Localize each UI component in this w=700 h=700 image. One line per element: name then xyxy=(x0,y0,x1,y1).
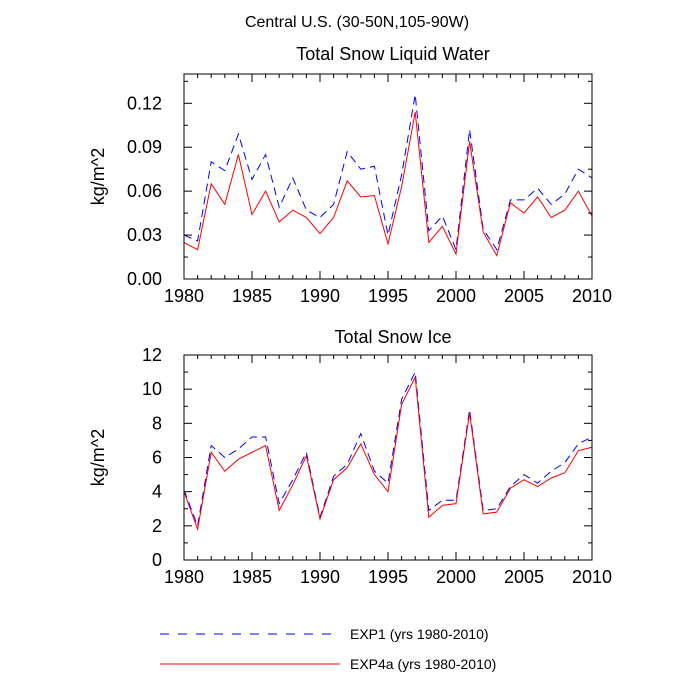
y-tick-label: 2 xyxy=(152,516,162,536)
x-tick-label: 2000 xyxy=(436,567,476,587)
panel-snow-ice: Total Snow Ice kg/m^2 1980 1985 1990 1995 2000… xyxy=(88,327,612,587)
figure-title: Central U.S. (30-50N,105-90W) xyxy=(245,14,469,31)
plot-frame xyxy=(183,354,593,561)
legend-label-exp1: EXP1 (yrs 1980-2010) xyxy=(350,626,489,642)
series-line-exp4a xyxy=(183,375,593,532)
y-tick-label: 0.06 xyxy=(127,181,162,201)
panel-title: Total Snow Liquid Water xyxy=(296,44,489,64)
y-tick-label: 0.12 xyxy=(127,93,162,113)
series-line-exp1 xyxy=(183,94,593,251)
x-tick-label: 2000 xyxy=(436,286,476,306)
series-line-exp1 xyxy=(183,370,593,528)
panel-title: Total Snow Ice xyxy=(334,327,451,347)
x-tick-label: 2010 xyxy=(572,286,612,306)
x-tick-label: 2010 xyxy=(572,567,612,587)
x-tick-label: 2005 xyxy=(504,286,544,306)
x-tick-label: 1990 xyxy=(300,567,340,587)
x-tick-label: 1980 xyxy=(164,286,204,306)
y-tick-label: 0.03 xyxy=(127,225,162,245)
panel-snow-liquid-water: Total Snow Liquid Water kg/m^2 1980 1985 199… xyxy=(88,44,612,306)
series-line-exp4a xyxy=(183,111,593,257)
y-tick-label: 0 xyxy=(152,550,162,570)
y-tick-label: 10 xyxy=(142,379,162,399)
y-tick-label: 6 xyxy=(152,448,162,468)
x-tick-label: 1995 xyxy=(368,286,408,306)
y-tick-label: 4 xyxy=(152,482,162,502)
x-tick-label: 1990 xyxy=(300,286,340,306)
legend-label-exp4a: EXP4a (yrs 1980-2010) xyxy=(350,656,496,672)
y-tick-label: 0.00 xyxy=(127,269,162,289)
y-tick-label: 8 xyxy=(152,413,162,433)
y-axis-label: kg/m^2 xyxy=(88,148,108,205)
legend: EXP1 (yrs 1980-2010) EXP4a (yrs 1980-201… xyxy=(160,626,496,672)
y-axis-label: kg/m^2 xyxy=(88,429,108,486)
y-tick-label: 0.09 xyxy=(127,137,162,157)
x-tick-label: 1995 xyxy=(368,567,408,587)
x-tick-label: 1980 xyxy=(164,567,204,587)
y-tick-label: 12 xyxy=(142,345,162,365)
plot-frame xyxy=(183,73,593,280)
x-tick-label: 2005 xyxy=(504,567,544,587)
x-tick-label: 1985 xyxy=(232,286,272,306)
x-tick-label: 1985 xyxy=(232,567,272,587)
